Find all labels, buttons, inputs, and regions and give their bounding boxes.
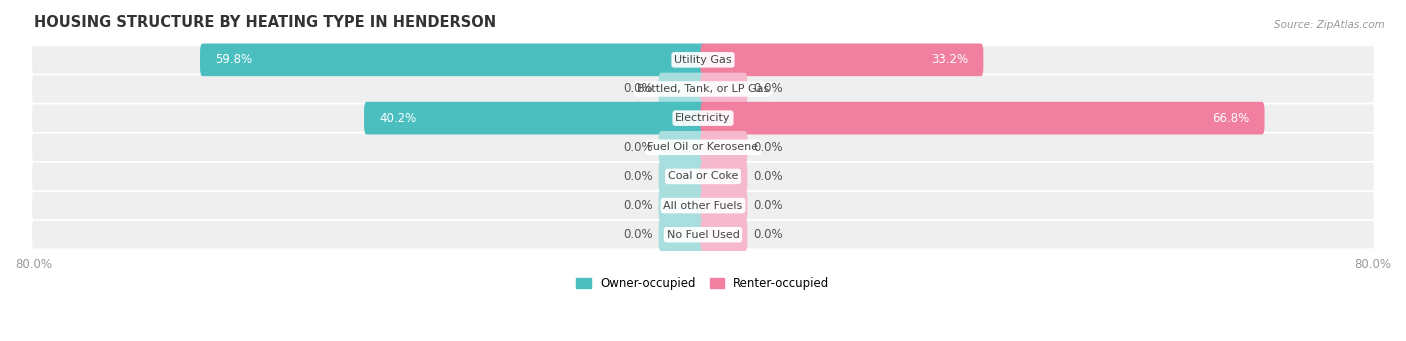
Text: Bottled, Tank, or LP Gas: Bottled, Tank, or LP Gas <box>637 84 769 94</box>
Text: 40.2%: 40.2% <box>380 112 416 124</box>
FancyBboxPatch shape <box>32 163 1374 190</box>
FancyBboxPatch shape <box>364 102 706 134</box>
FancyBboxPatch shape <box>700 44 983 76</box>
Text: 59.8%: 59.8% <box>215 53 252 66</box>
FancyBboxPatch shape <box>658 73 706 105</box>
Text: 0.0%: 0.0% <box>754 170 783 183</box>
FancyBboxPatch shape <box>32 192 1374 219</box>
Text: All other Fuels: All other Fuels <box>664 201 742 211</box>
Text: 0.0%: 0.0% <box>754 83 783 95</box>
Text: 0.0%: 0.0% <box>623 83 652 95</box>
FancyBboxPatch shape <box>658 131 706 164</box>
FancyBboxPatch shape <box>32 75 1374 103</box>
FancyBboxPatch shape <box>32 46 1374 74</box>
Text: 0.0%: 0.0% <box>623 141 652 154</box>
FancyBboxPatch shape <box>200 44 706 76</box>
Legend: Owner-occupied, Renter-occupied: Owner-occupied, Renter-occupied <box>572 272 834 295</box>
FancyBboxPatch shape <box>32 134 1374 161</box>
FancyBboxPatch shape <box>700 160 748 193</box>
Text: 0.0%: 0.0% <box>623 199 652 212</box>
FancyBboxPatch shape <box>658 160 706 193</box>
Text: Electricity: Electricity <box>675 113 731 123</box>
Text: 66.8%: 66.8% <box>1212 112 1250 124</box>
Text: HOUSING STRUCTURE BY HEATING TYPE IN HENDERSON: HOUSING STRUCTURE BY HEATING TYPE IN HEN… <box>34 15 496 30</box>
FancyBboxPatch shape <box>700 102 1264 134</box>
FancyBboxPatch shape <box>32 104 1374 132</box>
FancyBboxPatch shape <box>700 189 748 222</box>
Text: 0.0%: 0.0% <box>754 228 783 241</box>
Text: Utility Gas: Utility Gas <box>675 55 731 65</box>
FancyBboxPatch shape <box>700 131 748 164</box>
FancyBboxPatch shape <box>700 218 748 251</box>
FancyBboxPatch shape <box>658 189 706 222</box>
FancyBboxPatch shape <box>32 221 1374 249</box>
FancyBboxPatch shape <box>658 218 706 251</box>
FancyBboxPatch shape <box>700 73 748 105</box>
Text: 0.0%: 0.0% <box>623 228 652 241</box>
Text: No Fuel Used: No Fuel Used <box>666 230 740 240</box>
Text: Source: ZipAtlas.com: Source: ZipAtlas.com <box>1274 20 1385 30</box>
Text: Coal or Coke: Coal or Coke <box>668 172 738 181</box>
Text: 33.2%: 33.2% <box>931 53 969 66</box>
Text: 0.0%: 0.0% <box>754 199 783 212</box>
Text: 0.0%: 0.0% <box>623 170 652 183</box>
Text: 0.0%: 0.0% <box>754 141 783 154</box>
Text: Fuel Oil or Kerosene: Fuel Oil or Kerosene <box>647 142 759 152</box>
